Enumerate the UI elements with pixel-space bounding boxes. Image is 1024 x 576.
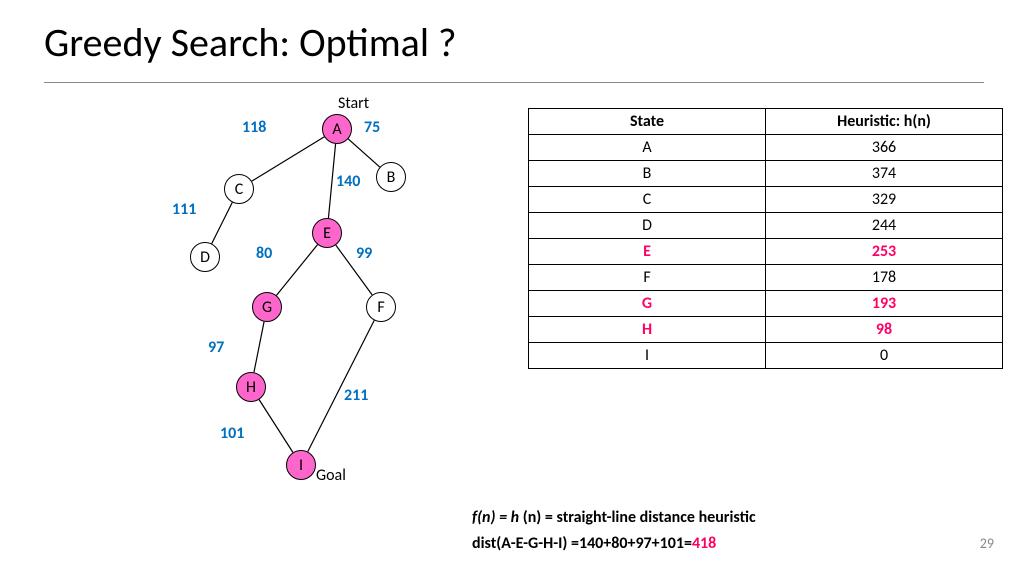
edge-weight: 140 xyxy=(336,172,360,191)
caption1-fn: f(n) = h xyxy=(472,508,523,527)
page-number: 29 xyxy=(980,535,994,552)
heuristic-caption: f(n) = h (n) = straight-line distance he… xyxy=(472,508,756,527)
edge-weight: 101 xyxy=(220,424,244,443)
cell-heuristic: 329 xyxy=(766,187,1003,213)
table-row: E253 xyxy=(529,239,1003,265)
cell-state: H xyxy=(529,317,766,343)
table-body: A366B374C329D244E253F178G193H98I0 xyxy=(529,135,1003,369)
cell-heuristic: 193 xyxy=(766,291,1003,317)
cell-heuristic: 253 xyxy=(766,239,1003,265)
cell-heuristic: 178 xyxy=(766,265,1003,291)
graph-node-d: D xyxy=(190,242,220,272)
th-heuristic: Heuristic: h(n) xyxy=(766,109,1003,135)
cell-heuristic: 244 xyxy=(766,213,1003,239)
edge-weight: 75 xyxy=(364,118,380,137)
cell-state: B xyxy=(529,161,766,187)
distance-caption: dist(A-E-G-H-I) =140+80+97+101=418 xyxy=(472,534,716,553)
title-rule xyxy=(44,82,984,83)
edge xyxy=(254,322,264,373)
graph-node-e: E xyxy=(312,218,342,248)
table-row: G193 xyxy=(529,291,1003,317)
graph-node-i: I xyxy=(286,450,316,480)
edge-weight: 80 xyxy=(256,244,272,263)
graph-area: Start Goal 75118140111809997101211ABCDEF… xyxy=(100,100,480,540)
edge-weight: 99 xyxy=(356,244,372,263)
graph-node-b: B xyxy=(376,162,406,192)
table-row: B374 xyxy=(529,161,1003,187)
caption1-post: = straight-line distance heuristic xyxy=(541,508,755,527)
cell-heuristic: 0 xyxy=(766,343,1003,369)
table-header-row: State Heuristic: h(n) xyxy=(529,109,1003,135)
cell-heuristic: 366 xyxy=(766,135,1003,161)
slide-title: Greedy Search: Optimal ? xyxy=(44,18,457,67)
table-row: C329 xyxy=(529,187,1003,213)
caption2-pre: dist(A-E-G-H-I) =140+80+97+101= xyxy=(472,534,692,553)
cell-state: I xyxy=(529,343,766,369)
table-row: D244 xyxy=(529,213,1003,239)
edge xyxy=(276,245,317,296)
cell-state: F xyxy=(529,265,766,291)
cell-state: E xyxy=(529,239,766,265)
edge xyxy=(328,144,335,218)
cell-state: A xyxy=(529,135,766,161)
edge-weight: 118 xyxy=(242,118,266,137)
cell-state: D xyxy=(529,213,766,239)
start-label: Start xyxy=(338,94,369,113)
cell-state: G xyxy=(529,291,766,317)
caption2-sum: 418 xyxy=(692,534,716,553)
goal-label: Goal xyxy=(316,466,346,485)
graph-node-h: H xyxy=(236,372,266,402)
table-row: H98 xyxy=(529,317,1003,343)
graph-node-c: C xyxy=(224,174,254,204)
heuristic-table: State Heuristic: h(n) A366B374C329D244E2… xyxy=(528,108,1003,369)
edge xyxy=(252,137,324,181)
table-row: I0 xyxy=(529,343,1003,369)
th-state: State xyxy=(529,109,766,135)
cell-state: C xyxy=(529,187,766,213)
edge xyxy=(259,400,293,453)
graph-node-g: G xyxy=(252,292,282,322)
graph-node-a: A xyxy=(322,114,352,144)
table-row: F178 xyxy=(529,265,1003,291)
graph-node-f: F xyxy=(366,292,396,322)
caption1-paren: (n) xyxy=(523,508,542,527)
edge-weight: 97 xyxy=(208,338,224,357)
edge xyxy=(348,139,380,167)
table-row: A366 xyxy=(529,135,1003,161)
cell-heuristic: 98 xyxy=(766,317,1003,343)
edge-weight: 111 xyxy=(172,200,196,219)
cell-heuristic: 374 xyxy=(766,161,1003,187)
edge xyxy=(212,202,233,243)
edge-weight: 211 xyxy=(344,386,368,405)
